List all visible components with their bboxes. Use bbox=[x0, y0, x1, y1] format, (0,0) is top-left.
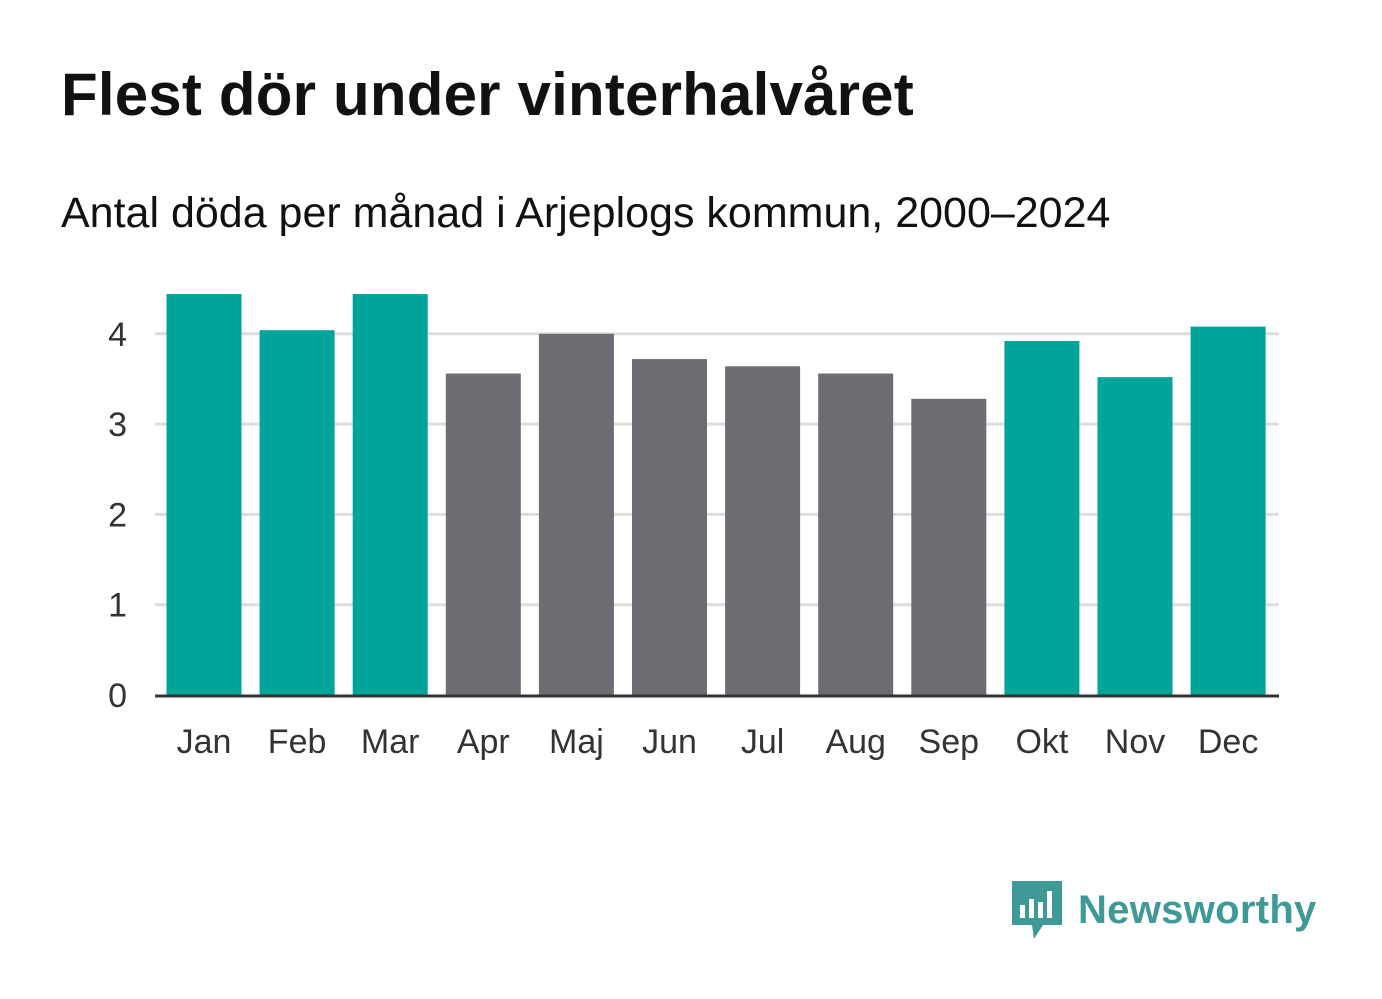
x-tick-label-okt: Okt bbox=[1015, 723, 1068, 761]
bar-mar bbox=[352, 294, 428, 695]
bar-maj bbox=[538, 333, 614, 695]
bar-okt bbox=[1004, 341, 1080, 695]
bar-jun bbox=[632, 359, 707, 695]
bar-dec bbox=[1190, 326, 1266, 695]
x-tick-label-jul: Jul bbox=[741, 723, 784, 761]
chat-bar-chart-icon bbox=[1012, 881, 1062, 939]
axes: 0 1 2 3 4 Jan Feb Mar Apr Maj Jun Jul Aug Sep Okt Nov De… bbox=[108, 316, 1279, 761]
x-tick-label-sep: Sep bbox=[919, 723, 980, 761]
x-tick-label-apr: Apr bbox=[457, 723, 510, 761]
newsworthy-logo: Newsworthy bbox=[1010, 878, 1317, 942]
chart-title: Flest dör under vinterhalvåret bbox=[61, 61, 914, 128]
x-tick-label-dec: Dec bbox=[1198, 723, 1258, 761]
bar-aug bbox=[818, 373, 894, 695]
y-tick-label: 0 bbox=[108, 677, 127, 715]
bar-feb bbox=[259, 330, 335, 695]
bar-sep bbox=[911, 398, 987, 695]
chart-subtitle: Antal döda per månad i Arjeplogs kommun,… bbox=[61, 189, 1111, 237]
bar-jan bbox=[166, 294, 242, 695]
bars bbox=[166, 294, 1266, 695]
x-tick-label-nov: Nov bbox=[1105, 723, 1165, 761]
gridlines bbox=[155, 332, 1279, 607]
y-tick-label: 4 bbox=[108, 316, 127, 354]
bar-jul bbox=[725, 366, 801, 695]
brand-name: Newsworthy bbox=[1078, 887, 1317, 932]
bar-apr bbox=[445, 373, 521, 695]
y-tick-label: 2 bbox=[108, 496, 127, 534]
x-tick-label-maj: Maj bbox=[549, 723, 604, 761]
x-tick-label-feb: Feb bbox=[268, 723, 327, 761]
x-tick-label-jun: Jun bbox=[642, 723, 697, 761]
y-tick-label: 3 bbox=[108, 406, 127, 444]
bar-nov bbox=[1097, 377, 1173, 695]
y-tick-label: 1 bbox=[108, 587, 127, 625]
x-tick-label-aug: Aug bbox=[825, 723, 886, 761]
x-tick-label-jan: Jan bbox=[177, 723, 232, 761]
x-tick-label-mar: Mar bbox=[361, 723, 420, 761]
